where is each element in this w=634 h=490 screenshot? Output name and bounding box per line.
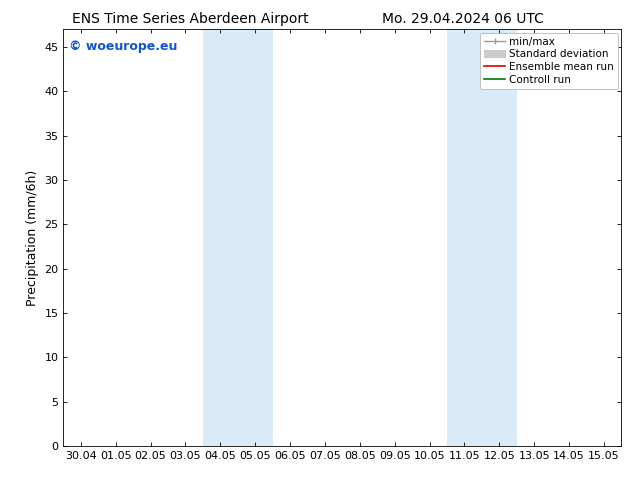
Text: © woeurope.eu: © woeurope.eu — [69, 40, 178, 53]
Text: Mo. 29.04.2024 06 UTC: Mo. 29.04.2024 06 UTC — [382, 12, 544, 26]
Y-axis label: Precipitation (mm/6h): Precipitation (mm/6h) — [26, 170, 39, 306]
Bar — [447, 29, 517, 446]
Legend: min/max, Standard deviation, Ensemble mean run, Controll run: min/max, Standard deviation, Ensemble me… — [480, 32, 618, 89]
Bar — [203, 29, 273, 446]
Text: ENS Time Series Aberdeen Airport: ENS Time Series Aberdeen Airport — [72, 12, 309, 26]
